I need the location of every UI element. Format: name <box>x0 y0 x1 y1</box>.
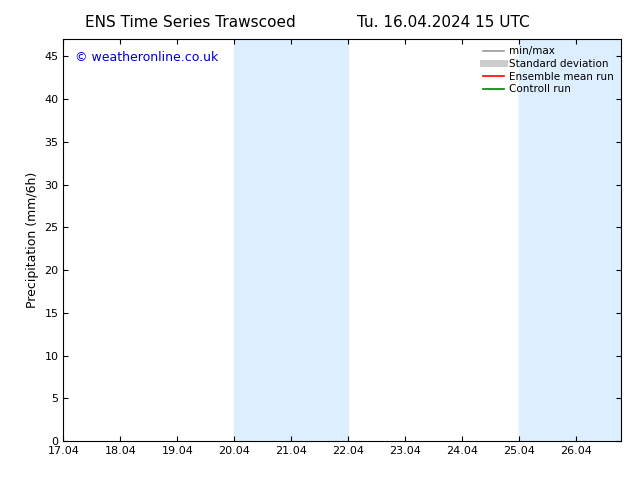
Bar <box>235 39 348 441</box>
Y-axis label: Precipitation (mm/6h): Precipitation (mm/6h) <box>26 172 39 308</box>
Legend: min/max, Standard deviation, Ensemble mean run, Controll run: min/max, Standard deviation, Ensemble me… <box>481 45 616 97</box>
Text: ENS Time Series Trawscoed: ENS Time Series Trawscoed <box>85 15 295 30</box>
Text: © weatheronline.co.uk: © weatheronline.co.uk <box>75 51 218 64</box>
Bar <box>519 39 621 441</box>
Text: Tu. 16.04.2024 15 UTC: Tu. 16.04.2024 15 UTC <box>358 15 530 30</box>
